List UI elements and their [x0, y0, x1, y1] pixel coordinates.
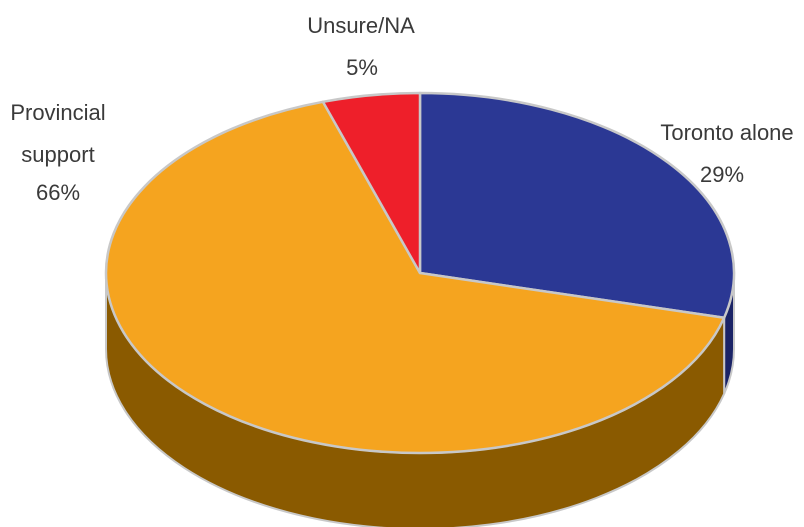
label-provincial-support-line2: support — [21, 142, 94, 167]
label-unsure-na-value: 5% — [346, 55, 378, 80]
label-unsure-na-name: Unsure/NA — [307, 13, 415, 38]
label-provincial-support-value: 66% — [36, 180, 80, 205]
label-provincial-support: Provincial support 66% — [10, 100, 105, 205]
label-toronto-alone-name: Toronto alone — [660, 120, 793, 145]
pie-slice-unsure-na — [321, 91, 422, 275]
pie-slices — [104, 91, 736, 455]
label-toronto-alone: Toronto alone 29% — [660, 120, 793, 187]
label-provincial-support-line1: Provincial — [10, 100, 105, 125]
pie-slice-provincial-support — [104, 100, 726, 455]
label-toronto-alone-value: 29% — [700, 162, 744, 187]
label-unsure-na: Unsure/NA 5% — [307, 13, 415, 80]
pie-slice-toronto-alone — [418, 91, 736, 320]
